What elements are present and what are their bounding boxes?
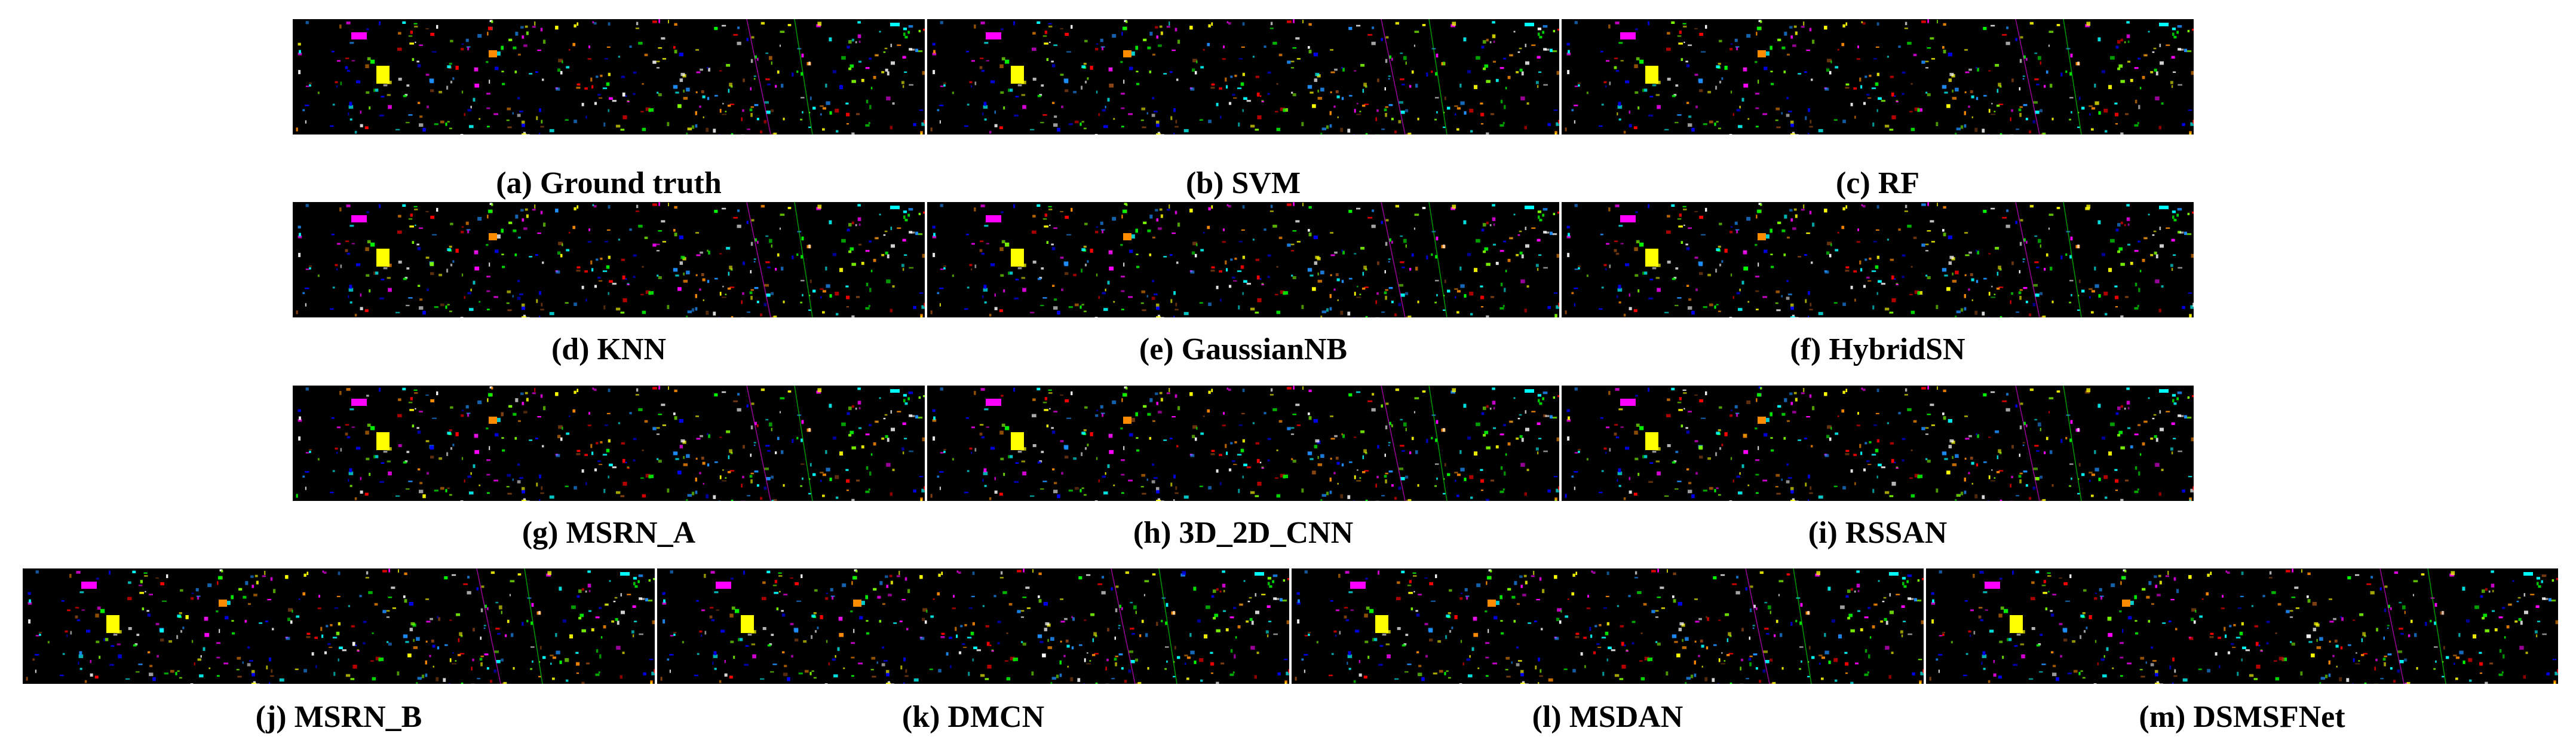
classification-map-f — [1562, 202, 2194, 317]
classification-map-j — [23, 568, 655, 684]
map-pixels — [26, 568, 655, 684]
caption-l: (l) MSDAN — [1532, 700, 1683, 734]
classification-map-e — [927, 202, 1559, 317]
caption-d: (d) KNN — [551, 332, 667, 366]
classification-map-h — [927, 386, 1559, 501]
caption-k: (k) DMCN — [901, 700, 1045, 734]
classification-map-d — [293, 202, 925, 317]
map-pixels — [930, 202, 1559, 317]
map-pixels — [1565, 19, 2194, 134]
classification-map-b — [927, 19, 1559, 134]
caption-m: (m) DSMSFNet — [2139, 700, 2345, 734]
classification-map-l — [1292, 568, 1924, 684]
caption-b: (b) SVM — [1185, 166, 1301, 200]
map-pixels — [296, 202, 925, 317]
caption-c: (c) RF — [1835, 166, 1920, 200]
map-pixels — [296, 386, 925, 501]
map-pixels — [1565, 386, 2194, 501]
classification-map-m — [1926, 568, 2558, 684]
caption-h: (h) 3D_2D_CNN — [1133, 516, 1354, 550]
map-pixels — [660, 568, 1289, 684]
map-pixels — [930, 386, 1559, 501]
map-pixels — [1565, 202, 2194, 317]
classification-map-g — [293, 386, 925, 501]
map-pixels — [296, 19, 925, 134]
classification-map-i — [1562, 386, 2194, 501]
map-pixels — [930, 19, 1559, 134]
caption-g: (g) MSRN_A — [522, 516, 696, 550]
map-pixels — [1295, 568, 1924, 684]
caption-j: (j) MSRN_B — [255, 700, 422, 734]
caption-i: (i) RSSAN — [1808, 516, 1948, 550]
classification-map-k — [657, 568, 1289, 684]
classification-map-a — [293, 19, 925, 134]
caption-a: (a) Ground truth — [496, 166, 722, 200]
map-pixels — [1929, 568, 2558, 684]
classification-map-c — [1562, 19, 2194, 134]
caption-e: (e) GaussianNB — [1139, 332, 1348, 366]
caption-f: (f) HybridSN — [1790, 332, 1965, 366]
